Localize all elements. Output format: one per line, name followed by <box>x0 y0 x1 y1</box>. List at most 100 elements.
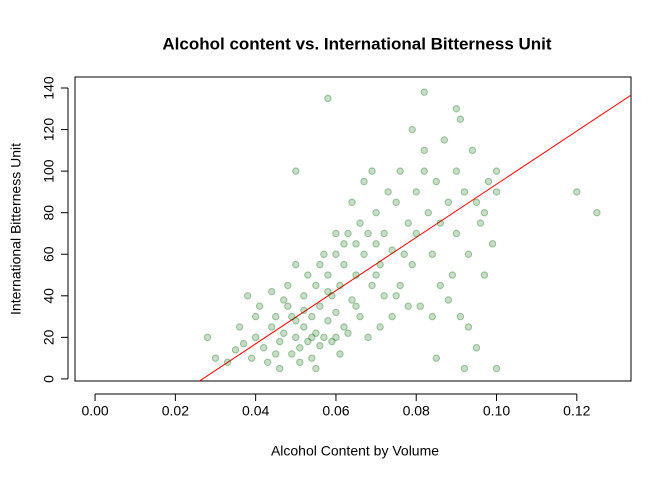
point <box>412 188 420 196</box>
y-tick-label: 40 <box>41 288 57 304</box>
point <box>424 208 432 217</box>
point <box>480 271 489 279</box>
point <box>292 260 300 269</box>
point <box>203 333 212 342</box>
point <box>324 287 332 296</box>
point <box>492 188 501 196</box>
point <box>432 354 440 362</box>
point <box>268 287 276 296</box>
point <box>263 358 272 366</box>
point <box>452 229 461 238</box>
point <box>412 229 420 238</box>
point <box>400 250 408 258</box>
point <box>492 167 501 175</box>
y-tick-label: 120 <box>41 118 57 142</box>
point <box>340 240 348 248</box>
point <box>420 88 428 96</box>
point <box>492 364 501 373</box>
point <box>332 250 340 258</box>
point <box>276 364 284 373</box>
point <box>484 177 493 186</box>
point <box>280 296 288 304</box>
point <box>356 219 364 227</box>
chart-title: Alcohol content vs. International Bitter… <box>162 34 551 53</box>
point <box>332 229 340 238</box>
point <box>348 198 356 206</box>
y-tick-label: 140 <box>41 76 57 100</box>
point <box>304 337 312 346</box>
point <box>300 323 308 331</box>
point <box>344 229 352 238</box>
point <box>436 281 445 290</box>
x-tick-label: 0.04 <box>242 403 269 419</box>
y-tick-label: 60 <box>41 246 57 262</box>
point <box>292 333 300 342</box>
point <box>272 312 280 321</box>
point <box>292 167 300 175</box>
point <box>280 329 288 337</box>
trend-line <box>198 94 631 381</box>
point <box>372 271 380 279</box>
point <box>404 219 412 227</box>
point <box>392 292 400 300</box>
point <box>448 271 457 279</box>
point <box>436 219 445 227</box>
point <box>344 329 352 337</box>
point <box>211 354 220 362</box>
point <box>472 344 481 352</box>
point <box>468 146 477 155</box>
point <box>235 323 244 331</box>
point <box>368 281 376 290</box>
point <box>376 260 384 269</box>
point <box>288 350 296 358</box>
plot-frame <box>74 76 632 382</box>
point <box>396 167 404 175</box>
x-tick-label: 0.08 <box>403 403 430 419</box>
point <box>243 292 252 300</box>
point <box>440 136 449 144</box>
point <box>456 115 465 123</box>
point <box>376 323 384 331</box>
point <box>573 188 581 196</box>
point <box>304 271 312 279</box>
point <box>296 344 304 352</box>
point <box>300 292 308 300</box>
x-tick-label: 0.00 <box>81 403 108 419</box>
point <box>284 281 292 290</box>
point <box>239 339 248 348</box>
point <box>259 344 268 352</box>
point <box>356 312 364 321</box>
point <box>364 333 372 342</box>
point <box>336 281 344 290</box>
x-axis-label: Alcohol Content by Volume <box>271 443 439 459</box>
point <box>384 188 392 196</box>
point <box>452 105 461 113</box>
point <box>308 333 316 342</box>
plot-area <box>198 94 631 381</box>
point <box>328 337 336 346</box>
point <box>408 260 416 269</box>
point <box>388 312 396 321</box>
point <box>332 333 340 342</box>
x-tick-label: 0.12 <box>563 403 590 419</box>
point <box>312 329 320 337</box>
point <box>416 302 424 310</box>
point <box>247 354 256 362</box>
point <box>593 208 601 217</box>
point <box>324 317 332 325</box>
point <box>300 306 308 315</box>
point <box>316 260 324 269</box>
point <box>408 125 416 134</box>
point <box>223 358 232 366</box>
point <box>231 346 240 354</box>
point <box>251 333 260 342</box>
point <box>352 271 360 279</box>
point <box>444 198 453 206</box>
point <box>312 364 320 373</box>
point <box>308 354 316 362</box>
point <box>420 146 428 155</box>
point <box>464 323 473 331</box>
point <box>272 350 280 358</box>
point <box>364 229 372 238</box>
